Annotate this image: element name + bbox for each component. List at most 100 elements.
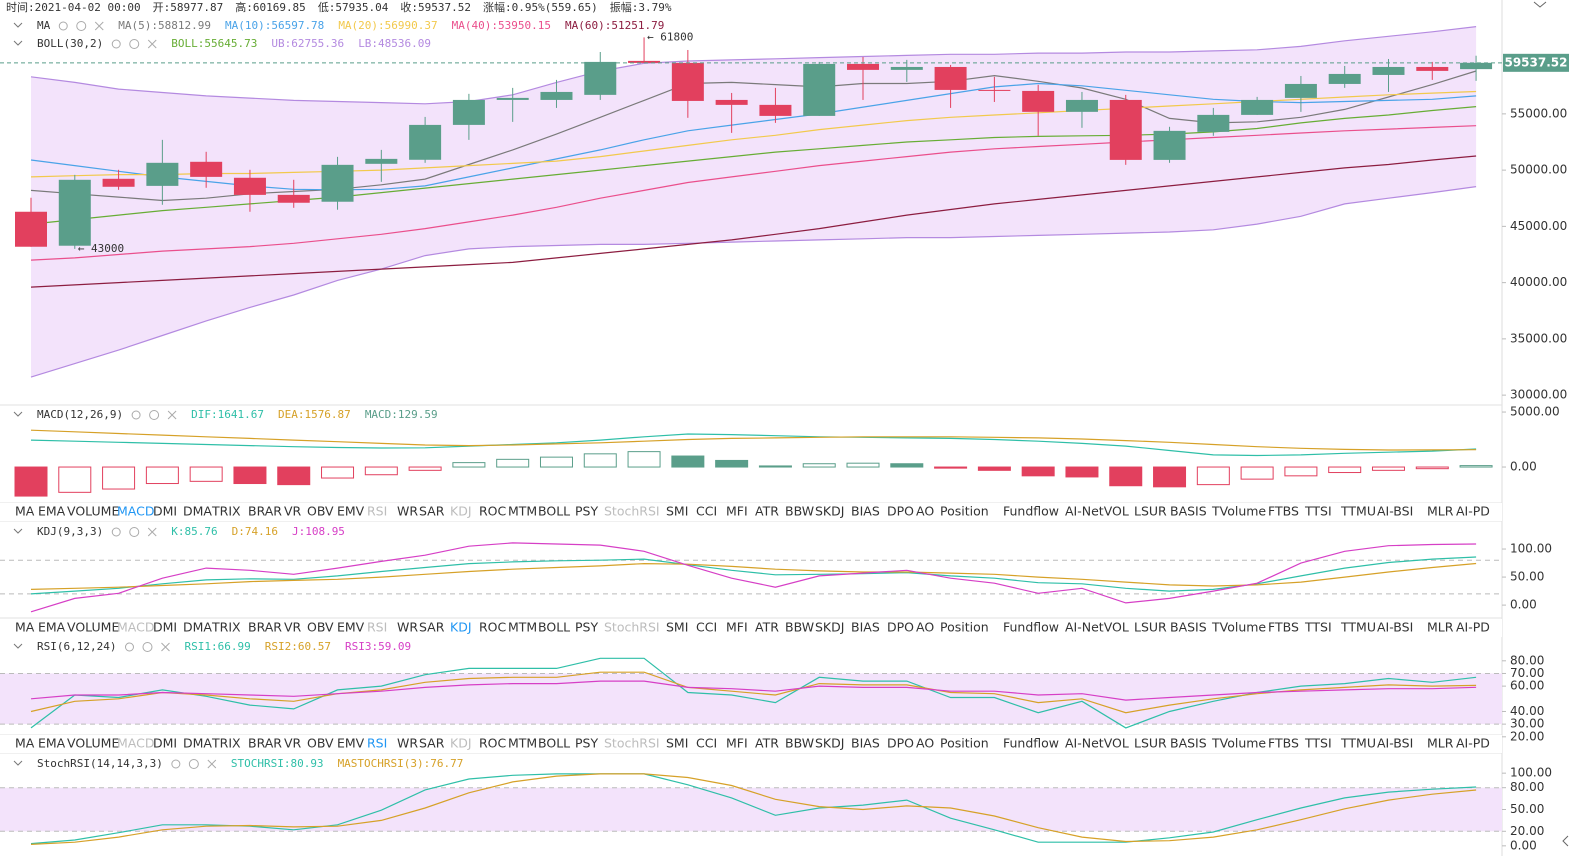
indicator-tab[interactable]: BRAR (248, 736, 282, 751)
settings-icon[interactable] (188, 759, 199, 769)
close-icon[interactable] (147, 39, 157, 49)
indicator-tab[interactable]: PSY (575, 620, 598, 635)
indicator-tab[interactable]: SKDJ (815, 620, 844, 635)
indicator-tab[interactable]: Fundflow (1003, 504, 1059, 519)
indicator-tab[interactable]: BASIS (1170, 504, 1207, 519)
indicator-tab[interactable]: FTBS (1268, 620, 1299, 635)
indicator-tab[interactable]: TRIX (211, 736, 241, 751)
indicator-tab[interactable]: RSI (367, 620, 387, 635)
settings-icon[interactable] (149, 410, 160, 420)
indicator-tab[interactable]: TTSI (1304, 736, 1332, 751)
indicator-tab[interactable]: MFI (726, 504, 748, 519)
indicator-tab[interactable]: CCI (696, 736, 717, 751)
indicator-tab[interactable]: ROC (479, 504, 507, 519)
indicator-tab[interactable]: SMI (666, 620, 688, 635)
indicator-tab[interactable]: MFI (726, 736, 748, 751)
close-icon[interactable] (207, 759, 217, 769)
indicator-tab[interactable]: TTMU (1340, 736, 1376, 751)
indicator-tab[interactable]: AI-NetVOL (1065, 736, 1129, 751)
indicator-tab[interactable]: SAR (419, 504, 445, 519)
settings-icon[interactable] (142, 642, 153, 652)
indicator-tab[interactable]: TTMU (1340, 620, 1376, 635)
indicator-tab[interactable]: EMA (38, 504, 66, 519)
indicator-tab[interactable]: SMI (666, 504, 688, 519)
indicator-tab[interactable]: TTSI (1304, 504, 1332, 519)
indicator-tab[interactable]: AI-BSI (1377, 736, 1413, 751)
indicator-tab[interactable]: EMA (38, 620, 66, 635)
close-icon[interactable] (147, 527, 157, 537)
indicator-tab[interactable]: TTSI (1304, 620, 1332, 635)
indicator-tab[interactable]: DPO (887, 504, 914, 519)
indicator-tab[interactable]: KDJ (450, 736, 472, 751)
indicator-tab[interactable]: WR (397, 504, 418, 519)
indicator-tab[interactable]: Fundflow (1003, 736, 1059, 751)
indicator-tab[interactable]: TVolume (1211, 504, 1266, 519)
indicator-tab[interactable]: MTM (508, 504, 537, 519)
indicator-tab[interactable]: EMV (337, 504, 365, 519)
indicator-tab[interactable]: SAR (419, 736, 445, 751)
indicator-tab[interactable]: BIAS (851, 736, 880, 751)
indicator-tab[interactable]: BASIS (1170, 620, 1207, 635)
indicator-tab[interactable]: DMI (153, 504, 177, 519)
collapse-chevron[interactable] (13, 760, 23, 766)
indicator-tab[interactable]: BASIS (1170, 736, 1207, 751)
indicator-tab[interactable]: AI-PD (1456, 620, 1490, 635)
indicator-tab[interactable]: MTM (508, 620, 537, 635)
indicator-tab[interactable]: VOLUME (67, 504, 119, 519)
indicator-tab[interactable]: BBW (785, 736, 814, 751)
indicator-tab[interactable]: MLR (1427, 736, 1454, 751)
indicator-icons[interactable] (171, 759, 217, 769)
indicator-tab[interactable]: LSUR (1134, 736, 1167, 751)
indicator-tab[interactable]: FTBS (1268, 504, 1299, 519)
indicator-tab[interactable]: MACD (117, 504, 154, 519)
indicator-tab[interactable]: MA (15, 504, 35, 519)
indicator-icons[interactable] (58, 21, 104, 31)
indicator-tab[interactable]: MTM (508, 736, 537, 751)
indicator-tab[interactable]: MLR (1427, 504, 1454, 519)
close-icon[interactable] (167, 410, 177, 420)
indicator-tab[interactable]: DMA (183, 620, 212, 635)
collapse-chevron[interactable] (13, 528, 23, 534)
settings-icon[interactable] (129, 527, 140, 537)
indicator-tab[interactable]: RSI (367, 736, 387, 751)
indicator-tab[interactable]: MLR (1427, 620, 1454, 635)
indicator-tab[interactable]: SKDJ (815, 736, 844, 751)
indicator-tab[interactable]: StochRSI (604, 736, 660, 751)
indicator-tab[interactable]: AI-NetVOL (1065, 504, 1129, 519)
indicator-tab[interactable]: BRAR (248, 620, 282, 635)
indicator-tab[interactable]: PSY (575, 736, 598, 751)
indicator-icons[interactable] (131, 410, 177, 420)
indicator-tab[interactable]: WR (397, 620, 418, 635)
indicator-tab[interactable]: Position (940, 620, 989, 635)
eye-icon[interactable] (171, 759, 181, 769)
indicator-tab[interactable]: TVolume (1211, 736, 1266, 751)
indicator-tab[interactable]: DMA (183, 736, 212, 751)
eye-icon[interactable] (111, 527, 121, 537)
indicator-tab[interactable]: SAR (419, 620, 445, 635)
indicator-tab[interactable]: DMI (153, 620, 177, 635)
indicator-tab[interactable]: Position (940, 504, 989, 519)
indicator-tab[interactable]: BBW (785, 620, 814, 635)
indicator-tab[interactable]: ATR (755, 620, 779, 635)
indicator-tab[interactable]: MA (15, 736, 35, 751)
indicator-tab[interactable]: KDJ (450, 504, 472, 519)
scroll-icon[interactable] (1562, 835, 1569, 847)
eye-icon[interactable] (124, 642, 134, 652)
indicator-icons[interactable] (111, 527, 157, 537)
indicator-tab[interactable]: Position (940, 736, 989, 751)
indicator-tab[interactable]: LSUR (1134, 620, 1167, 635)
indicator-tab[interactable]: ROC (479, 620, 507, 635)
collapse-chevron[interactable] (13, 22, 23, 28)
indicator-tab[interactable]: CCI (696, 504, 717, 519)
indicator-tab[interactable]: EMA (38, 736, 66, 751)
collapse-chevron[interactable] (13, 40, 23, 46)
indicator-tab[interactable]: OBV (307, 736, 334, 751)
indicator-tab[interactable]: VOLUME (67, 620, 119, 635)
indicator-tab[interactable]: KDJ (450, 620, 472, 635)
indicator-tab[interactable]: AO (916, 620, 934, 635)
indicator-tab[interactable]: ATR (755, 504, 779, 519)
indicator-tab[interactable]: AI-PD (1456, 736, 1490, 751)
indicator-tab[interactable]: CCI (696, 620, 717, 635)
indicator-tab[interactable]: AO (916, 504, 934, 519)
indicator-tab[interactable]: EMV (337, 736, 365, 751)
